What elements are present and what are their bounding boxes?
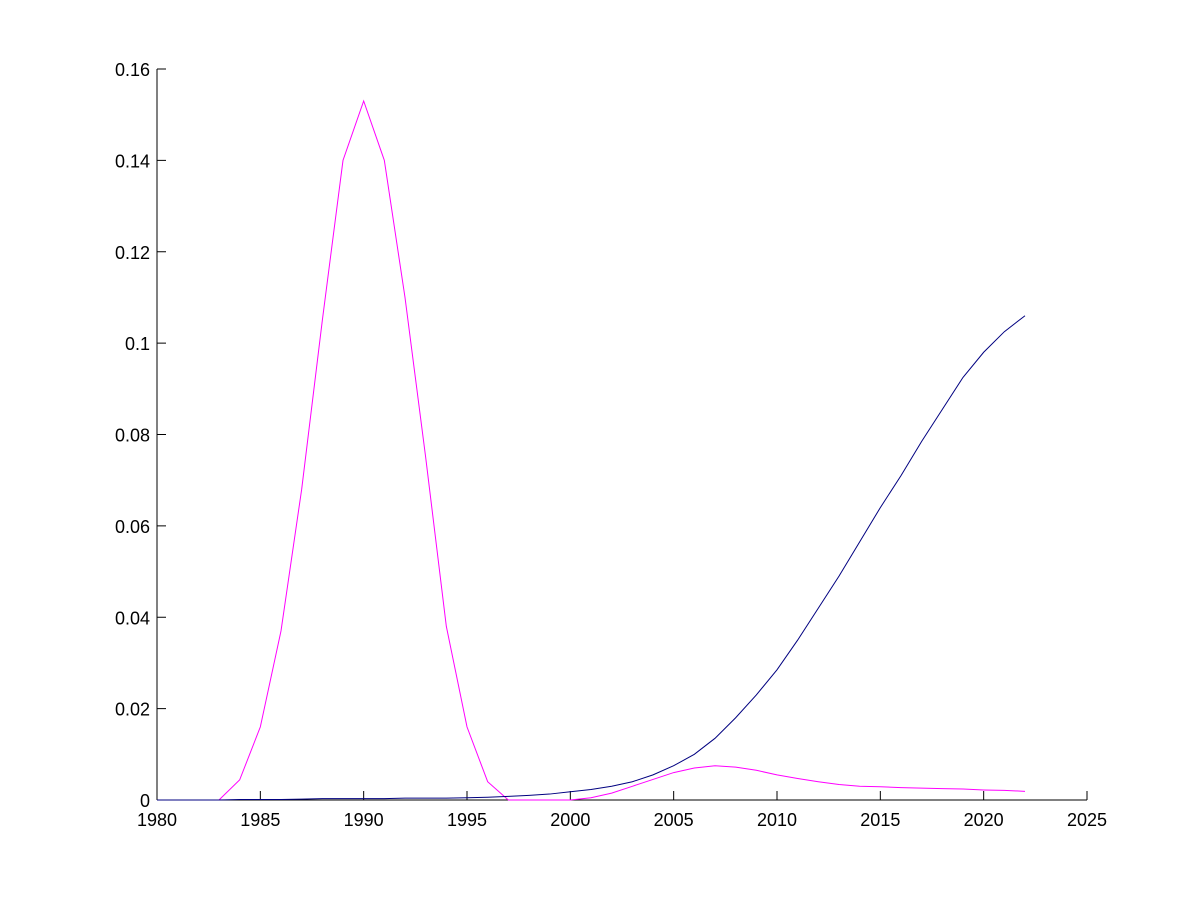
- y-tick-label: 0.1: [125, 334, 150, 354]
- x-tick-label: 2025: [1067, 810, 1107, 830]
- y-tick-label: 0.06: [115, 517, 150, 537]
- x-tick-label: 1985: [240, 810, 280, 830]
- y-tick-label: 0.14: [115, 151, 150, 171]
- x-tick-label: 2000: [550, 810, 590, 830]
- y-tick-label: 0.12: [115, 243, 150, 263]
- x-tick-label: 1995: [447, 810, 487, 830]
- x-tick-label: 2015: [860, 810, 900, 830]
- x-tick-label: 1990: [344, 810, 384, 830]
- x-tick-label: 2020: [964, 810, 1004, 830]
- y-tick-label: 0.16: [115, 60, 150, 80]
- y-tick-label: 0: [140, 791, 150, 811]
- x-tick-label: 2005: [654, 810, 694, 830]
- x-tick-label: 2010: [757, 810, 797, 830]
- y-tick-label: 0.02: [115, 700, 150, 720]
- y-tick-label: 0.04: [115, 608, 150, 628]
- line: [157, 315, 1026, 801]
- x-tick-label: 1980: [137, 810, 177, 830]
- y-tick-label: 0.08: [115, 426, 150, 446]
- line: [157, 99, 1026, 801]
